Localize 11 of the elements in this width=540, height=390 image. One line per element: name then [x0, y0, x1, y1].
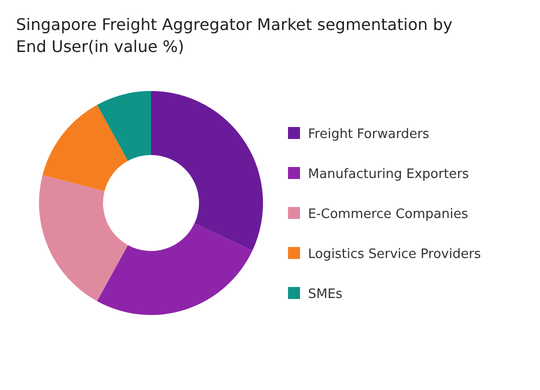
legend-label: E-Commerce Companies: [308, 207, 468, 222]
legend-label: Logistics Service Providers: [308, 247, 482, 262]
chart-title: Singapore Freight Aggregator Market segmentation by End User(in value %): [16, 15, 452, 56]
donut-slice: [42, 104, 128, 192]
donut-slice: [151, 91, 263, 251]
donut-slice: [39, 175, 128, 302]
donut-slice: [97, 223, 252, 315]
legend-label: Freight Forwarders: [308, 127, 430, 142]
legend-label: SMEs: [308, 287, 343, 302]
legend-label: Manufacturing Exporters: [308, 167, 470, 182]
donut-slice: [97, 91, 151, 161]
